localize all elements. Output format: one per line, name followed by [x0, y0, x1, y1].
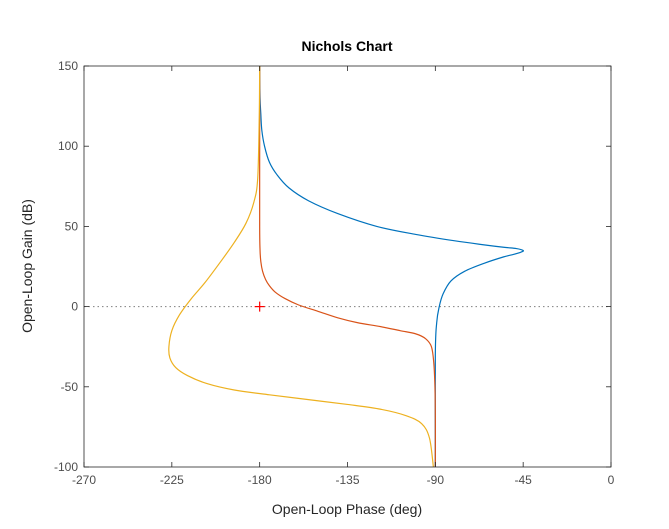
x-axis-label: Open-Loop Phase (deg)	[272, 501, 422, 517]
y-tick-label: 50	[65, 219, 79, 233]
chart-title: Nichols Chart	[301, 38, 392, 54]
x-tick-label: 0	[608, 473, 615, 487]
plot-area	[84, 66, 611, 467]
y-ticks: -100 -50 0 50 100 150	[54, 59, 611, 474]
series-layer	[168, 66, 525, 467]
marker-layer	[254, 301, 265, 312]
x-tick-label: -90	[427, 473, 445, 487]
x-tick-label: -225	[160, 473, 184, 487]
y-tick-label: -50	[61, 380, 79, 394]
series-line-1	[259, 66, 525, 467]
y-tick-label: -100	[54, 460, 78, 474]
critical-point-marker	[254, 301, 265, 312]
y-tick-label: 150	[58, 59, 78, 73]
x-tick-label: -270	[72, 473, 96, 487]
y-tick-label: 0	[71, 300, 78, 314]
x-tick-label: -135	[335, 473, 359, 487]
series-line-3	[168, 66, 434, 467]
series-line-2	[259, 66, 436, 467]
y-tick-label: 100	[58, 139, 78, 153]
y-axis-label: Open-Loop Gain (dB)	[19, 199, 35, 333]
x-tick-label: -180	[248, 473, 272, 487]
x-ticks: -270 -225 -180 -135 -90 -45 0	[72, 66, 615, 487]
x-tick-label: -45	[514, 473, 532, 487]
